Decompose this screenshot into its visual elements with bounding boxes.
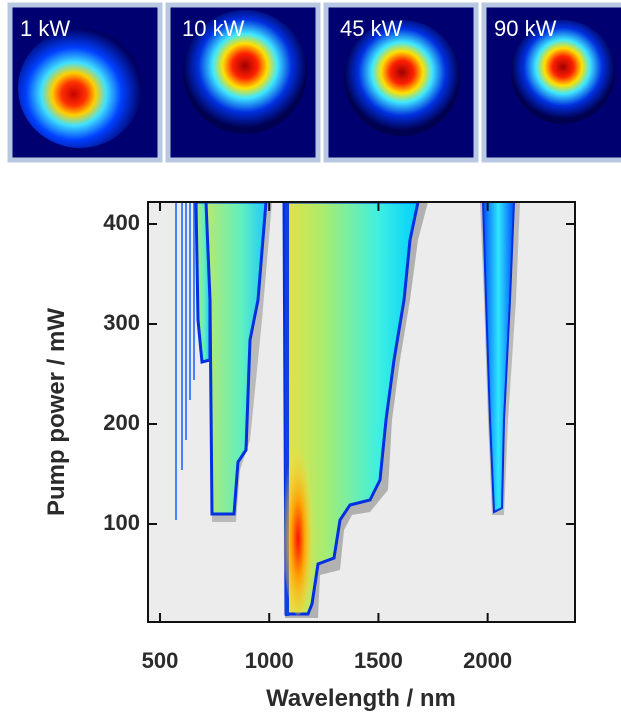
y-tick-label: 300 xyxy=(103,310,140,335)
spectral-region xyxy=(282,202,420,616)
y-axis-title: Pump power / mW xyxy=(43,308,70,516)
x-tick-label: 1500 xyxy=(354,648,403,673)
beam-profile xyxy=(183,10,307,134)
panel-label: 45 kW xyxy=(340,16,403,41)
y-tick-label: 400 xyxy=(103,210,140,235)
panel-label: 10 kW xyxy=(182,16,245,41)
panel-label: 90 kW xyxy=(494,16,557,41)
panel-label: 1 kW xyxy=(20,16,70,41)
hot-spot xyxy=(282,425,314,615)
x-tick-label: 1000 xyxy=(245,648,294,673)
y-tick-label: 100 xyxy=(103,510,140,535)
plot-frame xyxy=(147,201,576,623)
spectral-region xyxy=(481,202,516,514)
spectral-map xyxy=(175,202,520,618)
beam-profile xyxy=(18,28,142,148)
beam-profile xyxy=(344,20,460,136)
x-tick-label: 2000 xyxy=(463,648,512,673)
x-tick-label: 500 xyxy=(142,648,179,673)
beam-profile xyxy=(511,20,615,124)
y-tick-label: 200 xyxy=(103,410,140,435)
x-axis-title: Wavelength / nm xyxy=(266,685,456,712)
beam-panels: 1 kW 10 kW 45 kW 90 kW xyxy=(7,2,621,163)
spectral-region xyxy=(204,202,268,516)
